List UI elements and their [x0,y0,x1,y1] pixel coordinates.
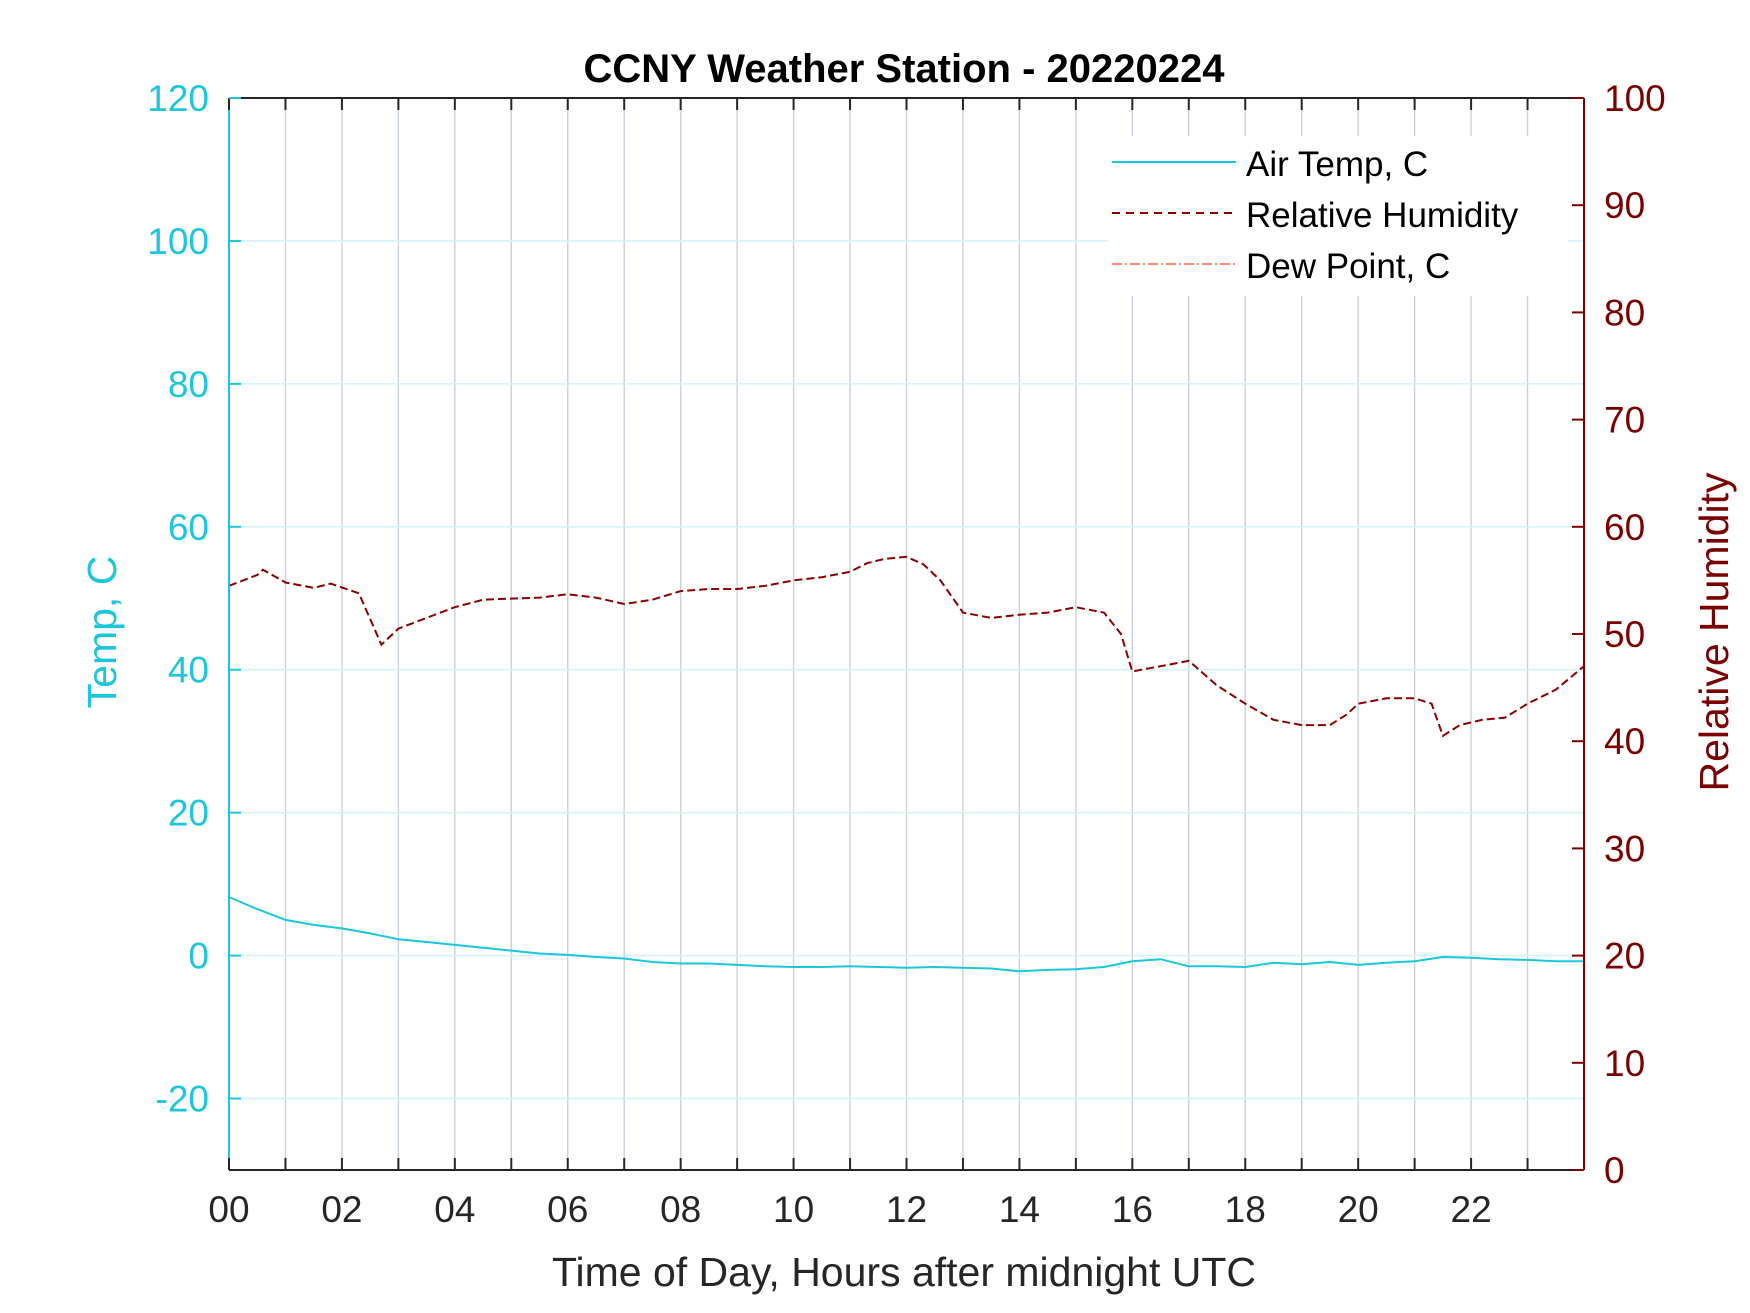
ticks-layer: 00 02 04 06 08 10 12 14 16 18 20 22-200204060801001… [147,78,1665,1230]
y-tick-label-right: 10 [1604,1043,1645,1084]
y-tick-label-left: 0 [188,936,209,977]
y-tick-label-right: 20 [1604,936,1645,977]
y-tick-label-left: 40 [168,650,209,691]
y-tick-label-left: 120 [147,78,209,119]
y-tick-label-right: 80 [1604,292,1645,333]
legend: Air Temp, C Relative Humidity Dew Point,… [1108,136,1568,296]
y-tick-label-left: 100 [147,221,209,262]
series-line-1 [228,555,1585,738]
x-tick-label: 04 [434,1189,475,1230]
legend-label-relative-humidity: Relative Humidity [1246,196,1519,235]
y-tick-label-right: 100 [1604,78,1666,119]
legend-label-dew-point: Dew Point, C [1246,247,1450,286]
x-tick-label: 14 [999,1189,1040,1230]
y-tick-label-left: 80 [168,364,209,405]
y-tick-label-left: 60 [168,507,209,548]
y-tick-label-right: 0 [1604,1150,1625,1191]
x-tick-label: 10 [773,1189,814,1230]
chart-title: CCNY Weather Station - 20220224 [584,47,1226,91]
x-tick-label: 20 [1338,1189,1379,1230]
y-axis-label-right: Relative Humidity [1691,472,1737,791]
x-tick-label: 12 [886,1189,927,1230]
series-layer [228,555,1585,973]
x-tick-label: 02 [321,1189,362,1230]
y-tick-label-left: -20 [156,1079,209,1120]
legend-label-air-temp: Air Temp, C [1246,145,1428,184]
x-axis-label: Time of Day, Hours after midnight UTC [552,1249,1256,1295]
x-tick-label: 00 [208,1189,249,1230]
y-tick-label-right: 30 [1604,828,1645,869]
y-tick-label-left: 20 [168,793,209,834]
y-tick-label-right: 90 [1604,185,1645,226]
x-tick-label: 22 [1451,1189,1492,1230]
y-tick-label-right: 40 [1604,721,1645,762]
x-tick-label: 06 [547,1189,588,1230]
series-line-0 [228,896,1584,973]
x-tick-label: 18 [1225,1189,1266,1230]
x-tick-label: 08 [660,1189,701,1230]
y-tick-label-right: 60 [1604,507,1645,548]
y-tick-label-right: 70 [1604,400,1645,441]
grid-layer [229,98,1584,1170]
y-tick-label-right: 50 [1604,614,1645,655]
y-axis-label-left: Temp, C [79,556,125,709]
x-tick-label: 16 [1112,1189,1153,1230]
